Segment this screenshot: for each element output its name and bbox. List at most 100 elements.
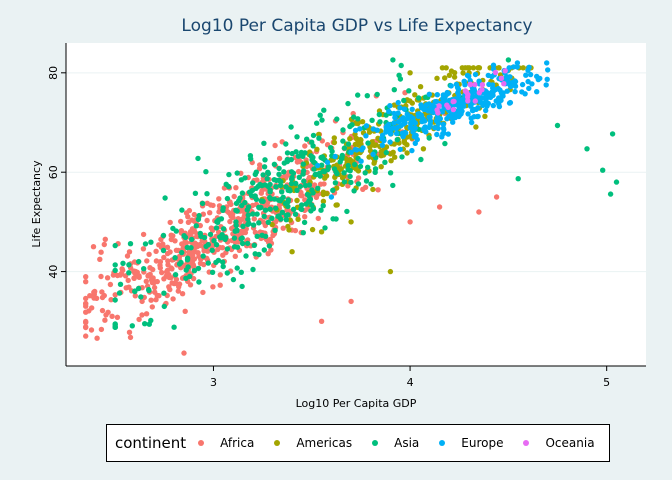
data-point <box>243 253 249 259</box>
data-point <box>506 79 512 86</box>
data-point <box>318 229 325 235</box>
data-point <box>153 258 160 264</box>
data-point <box>545 67 551 73</box>
data-point <box>171 324 177 330</box>
data-point <box>534 89 540 95</box>
data-point <box>271 161 278 167</box>
data-point <box>293 180 299 187</box>
data-point <box>391 110 397 117</box>
data-point <box>211 238 217 244</box>
data-point <box>525 67 531 74</box>
data-point <box>268 247 274 253</box>
data-point <box>103 312 109 318</box>
data-point <box>234 170 240 176</box>
data-point <box>252 171 258 178</box>
data-point <box>318 207 324 213</box>
legend-marker <box>372 440 379 446</box>
data-point <box>600 167 606 173</box>
data-point <box>348 149 354 155</box>
y-tick-label: 40 <box>47 265 60 279</box>
data-point <box>382 159 388 165</box>
data-point <box>300 161 306 167</box>
data-point <box>347 156 353 163</box>
data-point <box>416 95 422 101</box>
legend-label: Europe <box>461 436 504 450</box>
data-point <box>278 179 284 185</box>
data-point <box>376 111 382 118</box>
data-point <box>295 168 302 175</box>
data-point <box>197 242 203 249</box>
data-point <box>341 170 347 176</box>
data-point <box>348 298 354 305</box>
data-point <box>450 98 456 105</box>
data-point <box>127 334 134 341</box>
data-point <box>157 262 163 268</box>
data-point <box>444 116 450 122</box>
data-point <box>208 225 214 231</box>
data-point <box>315 215 321 222</box>
data-point <box>219 245 226 251</box>
data-point <box>365 140 371 146</box>
data-point <box>221 235 228 241</box>
data-point <box>191 268 198 274</box>
data-point <box>167 249 173 255</box>
data-point <box>429 109 436 115</box>
data-point <box>501 81 507 87</box>
data-point <box>320 203 326 209</box>
data-point <box>395 99 401 106</box>
legend-marker <box>198 440 205 446</box>
data-point <box>479 82 486 88</box>
data-point <box>464 94 471 100</box>
data-point <box>218 216 225 222</box>
data-point <box>146 287 152 294</box>
data-point <box>472 71 479 78</box>
data-point <box>189 217 195 223</box>
data-point <box>265 251 271 257</box>
data-point <box>417 84 424 90</box>
data-point <box>387 151 394 157</box>
data-point <box>278 196 284 203</box>
data-point <box>240 223 246 229</box>
data-point <box>508 83 514 90</box>
data-point <box>112 242 118 249</box>
data-point <box>344 208 350 215</box>
data-point <box>175 288 181 294</box>
data-point <box>265 219 271 225</box>
data-point <box>135 285 142 292</box>
data-point <box>504 88 510 94</box>
data-point <box>387 268 394 275</box>
data-point <box>490 62 497 68</box>
data-point <box>214 219 220 225</box>
data-point <box>260 172 266 178</box>
data-point <box>239 283 245 290</box>
data-point <box>391 141 397 147</box>
data-point <box>450 106 457 113</box>
data-point <box>102 317 108 323</box>
data-point <box>460 70 466 76</box>
data-point <box>276 155 283 162</box>
data-point <box>273 205 279 211</box>
data-point <box>112 297 118 303</box>
point-layer <box>83 57 620 356</box>
data-point <box>250 180 256 186</box>
data-point <box>281 169 287 175</box>
data-point <box>153 248 159 254</box>
data-point <box>426 91 432 98</box>
data-point <box>310 132 317 139</box>
data-point <box>360 186 366 192</box>
data-point <box>140 246 147 252</box>
data-point <box>256 204 262 210</box>
data-point <box>242 175 248 181</box>
data-point <box>463 89 470 95</box>
data-point <box>366 154 372 160</box>
data-point <box>512 83 519 89</box>
data-point <box>409 106 415 113</box>
data-point <box>83 274 89 280</box>
data-point <box>434 92 440 98</box>
data-point <box>483 100 489 107</box>
data-point <box>334 116 340 122</box>
data-point <box>196 279 202 285</box>
data-point <box>299 206 305 213</box>
data-point <box>149 304 155 310</box>
y-tick-label: 80 <box>47 66 60 80</box>
